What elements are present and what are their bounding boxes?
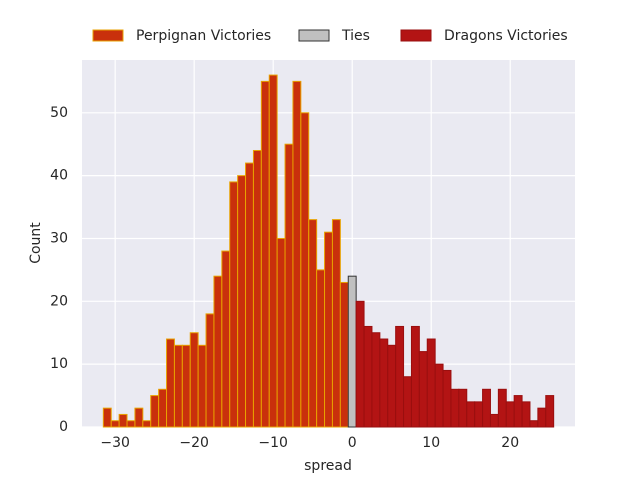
y-tick-label: 50 (50, 105, 68, 121)
bar (150, 395, 160, 428)
bar (158, 388, 168, 428)
bar (229, 181, 239, 428)
bar (505, 401, 515, 428)
bar (434, 363, 444, 428)
bar (371, 332, 381, 428)
bar (166, 338, 175, 428)
bar (221, 250, 231, 428)
legend-label: Perpignan Victories (136, 28, 271, 44)
bar (482, 388, 491, 428)
legend-swatch (298, 29, 330, 42)
bar (339, 281, 349, 428)
x-axis-label: spread (304, 458, 352, 474)
bar (537, 407, 547, 428)
bar (331, 219, 341, 428)
legend: Perpignan Victories Ties Dragons Victories (92, 28, 568, 44)
bar (450, 388, 460, 428)
bar (403, 376, 412, 428)
bar (284, 143, 294, 428)
bar (466, 401, 476, 428)
bar (142, 420, 152, 428)
y-axis-label: Count (28, 222, 44, 264)
bar (110, 420, 120, 428)
y-tick-label: 30 (50, 230, 68, 246)
bar (410, 325, 420, 428)
bar (276, 237, 286, 428)
bar (268, 74, 278, 428)
bar (213, 275, 223, 428)
bar (237, 175, 247, 428)
bar (126, 420, 136, 428)
bar (442, 369, 452, 428)
bar (102, 407, 112, 428)
bar (426, 338, 436, 428)
bar (308, 219, 318, 428)
bar (521, 401, 531, 428)
legend-swatch (400, 29, 432, 42)
bar (387, 344, 397, 428)
bar (379, 338, 389, 428)
bar (363, 325, 373, 428)
x-tick-label: 20 (501, 435, 519, 451)
legend-label: Ties (341, 28, 370, 44)
bars (102, 74, 555, 428)
y-tick-label: 40 (50, 168, 68, 184)
bar (458, 388, 468, 428)
bar (181, 344, 191, 428)
bar (260, 80, 270, 428)
bar (355, 300, 365, 428)
bar (292, 80, 302, 428)
bar (489, 413, 499, 428)
bar (316, 269, 326, 428)
bar (418, 351, 428, 428)
bar (545, 395, 555, 428)
bar (395, 325, 405, 428)
bar (189, 332, 199, 428)
bar (205, 313, 215, 428)
bar (513, 395, 523, 428)
bar (118, 413, 128, 428)
bar (347, 275, 357, 428)
bar (134, 407, 144, 428)
bar (529, 420, 539, 428)
y-tick-label: 10 (50, 356, 68, 372)
bar (173, 344, 183, 428)
bar (252, 149, 262, 428)
bar (497, 388, 507, 428)
x-tick-label: −10 (258, 435, 288, 451)
x-tick-label: −20 (179, 435, 209, 451)
bar (300, 112, 310, 428)
bar (197, 344, 207, 428)
legend-swatch (92, 29, 124, 42)
bar (324, 231, 333, 428)
bar (245, 162, 254, 428)
x-tick-label: 10 (422, 435, 440, 451)
y-tick-label: 0 (59, 419, 68, 435)
y-tick-label: 20 (50, 293, 68, 309)
x-tick-label: −30 (100, 435, 130, 451)
legend-label: Dragons Victories (444, 28, 568, 44)
x-tick-label: 0 (348, 435, 357, 451)
bar (474, 401, 484, 428)
